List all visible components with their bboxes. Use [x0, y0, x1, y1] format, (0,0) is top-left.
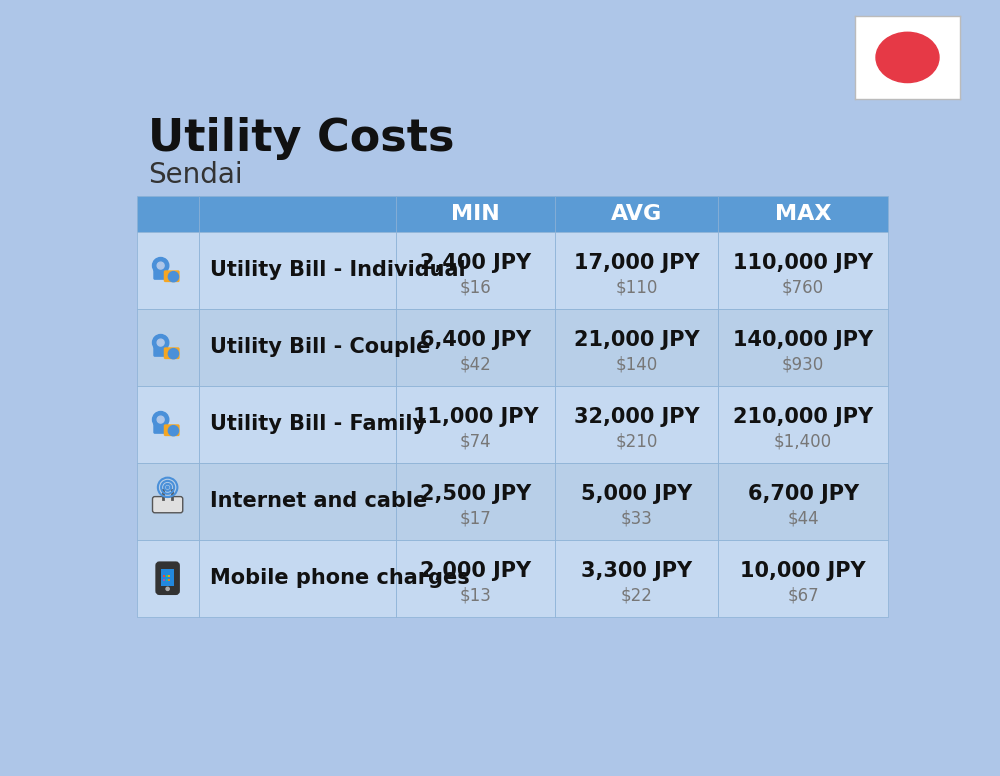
- Circle shape: [153, 258, 169, 274]
- FancyBboxPatch shape: [555, 232, 718, 309]
- Circle shape: [153, 334, 169, 351]
- Text: 11,000 JPY: 11,000 JPY: [413, 407, 538, 427]
- Text: $140: $140: [615, 355, 658, 373]
- Text: 17,000 JPY: 17,000 JPY: [574, 252, 699, 272]
- FancyBboxPatch shape: [555, 309, 718, 386]
- FancyBboxPatch shape: [718, 232, 888, 309]
- Text: $33: $33: [621, 509, 652, 527]
- Text: 210,000 JPY: 210,000 JPY: [733, 407, 873, 427]
- Text: Utility Bill - Family: Utility Bill - Family: [210, 414, 426, 435]
- FancyBboxPatch shape: [137, 196, 199, 232]
- Text: 32,000 JPY: 32,000 JPY: [574, 407, 699, 427]
- FancyBboxPatch shape: [718, 462, 888, 540]
- FancyBboxPatch shape: [718, 386, 888, 462]
- FancyBboxPatch shape: [718, 540, 888, 617]
- FancyBboxPatch shape: [555, 540, 718, 617]
- Text: MAX: MAX: [775, 204, 831, 224]
- FancyBboxPatch shape: [153, 497, 183, 513]
- Text: Utility Bill - Individual: Utility Bill - Individual: [210, 260, 466, 280]
- Text: 2,500 JPY: 2,500 JPY: [420, 483, 531, 504]
- FancyBboxPatch shape: [161, 569, 174, 587]
- Text: $760: $760: [782, 278, 824, 296]
- Text: 5,000 JPY: 5,000 JPY: [581, 483, 692, 504]
- FancyBboxPatch shape: [166, 575, 168, 577]
- FancyBboxPatch shape: [199, 386, 396, 462]
- Text: 3,300 JPY: 3,300 JPY: [581, 560, 692, 580]
- Text: Utility Costs: Utility Costs: [148, 117, 455, 160]
- Circle shape: [157, 339, 164, 346]
- Text: 21,000 JPY: 21,000 JPY: [574, 330, 699, 349]
- Circle shape: [168, 425, 179, 436]
- Text: $16: $16: [460, 278, 492, 296]
- FancyBboxPatch shape: [163, 575, 165, 577]
- Text: $110: $110: [615, 278, 658, 296]
- Text: Mobile phone charges: Mobile phone charges: [210, 568, 470, 588]
- Text: 6,400 JPY: 6,400 JPY: [420, 330, 531, 349]
- Text: $42: $42: [460, 355, 492, 373]
- Text: $210: $210: [615, 432, 658, 450]
- Text: $74: $74: [460, 432, 492, 450]
- FancyBboxPatch shape: [164, 424, 180, 436]
- FancyBboxPatch shape: [137, 540, 199, 617]
- FancyBboxPatch shape: [396, 386, 555, 462]
- Circle shape: [876, 33, 939, 82]
- Circle shape: [168, 272, 179, 282]
- Text: $44: $44: [787, 509, 819, 527]
- FancyBboxPatch shape: [164, 270, 180, 282]
- FancyBboxPatch shape: [396, 309, 555, 386]
- FancyBboxPatch shape: [137, 462, 199, 540]
- FancyBboxPatch shape: [168, 575, 170, 577]
- Text: Utility Bill - Couple: Utility Bill - Couple: [210, 338, 431, 357]
- FancyBboxPatch shape: [555, 386, 718, 462]
- Circle shape: [168, 348, 179, 359]
- FancyBboxPatch shape: [396, 196, 555, 232]
- Text: AVG: AVG: [611, 204, 662, 224]
- Text: MIN: MIN: [451, 204, 500, 224]
- FancyBboxPatch shape: [137, 386, 199, 462]
- FancyBboxPatch shape: [396, 540, 555, 617]
- FancyBboxPatch shape: [199, 540, 396, 617]
- FancyBboxPatch shape: [718, 196, 888, 232]
- FancyBboxPatch shape: [718, 309, 888, 386]
- Text: $22: $22: [621, 586, 652, 605]
- Text: 140,000 JPY: 140,000 JPY: [733, 330, 873, 349]
- Text: $1,400: $1,400: [774, 432, 832, 450]
- Circle shape: [166, 487, 169, 489]
- Circle shape: [166, 587, 169, 591]
- Text: 110,000 JPY: 110,000 JPY: [733, 252, 873, 272]
- Text: Internet and cable: Internet and cable: [210, 491, 428, 511]
- Circle shape: [157, 262, 164, 269]
- Text: $17: $17: [460, 509, 492, 527]
- FancyBboxPatch shape: [396, 462, 555, 540]
- FancyBboxPatch shape: [156, 563, 179, 594]
- FancyBboxPatch shape: [199, 232, 396, 309]
- FancyBboxPatch shape: [153, 343, 168, 357]
- Text: 2,000 JPY: 2,000 JPY: [420, 560, 531, 580]
- Text: 2,400 JPY: 2,400 JPY: [420, 252, 531, 272]
- Circle shape: [153, 411, 169, 428]
- FancyBboxPatch shape: [164, 348, 180, 359]
- Text: $930: $930: [782, 355, 824, 373]
- Text: $13: $13: [460, 586, 492, 605]
- FancyBboxPatch shape: [555, 196, 718, 232]
- Text: Sendai: Sendai: [148, 161, 243, 189]
- Text: 10,000 JPY: 10,000 JPY: [740, 560, 866, 580]
- FancyBboxPatch shape: [153, 421, 168, 434]
- FancyBboxPatch shape: [168, 580, 170, 581]
- FancyBboxPatch shape: [153, 266, 168, 280]
- Circle shape: [157, 416, 164, 423]
- FancyBboxPatch shape: [137, 309, 199, 386]
- FancyBboxPatch shape: [555, 462, 718, 540]
- FancyBboxPatch shape: [163, 580, 165, 581]
- FancyBboxPatch shape: [199, 309, 396, 386]
- FancyBboxPatch shape: [396, 232, 555, 309]
- FancyBboxPatch shape: [166, 580, 168, 581]
- FancyBboxPatch shape: [199, 462, 396, 540]
- Text: $67: $67: [787, 586, 819, 605]
- FancyBboxPatch shape: [199, 196, 396, 232]
- Text: 6,700 JPY: 6,700 JPY: [748, 483, 859, 504]
- FancyBboxPatch shape: [137, 232, 199, 309]
